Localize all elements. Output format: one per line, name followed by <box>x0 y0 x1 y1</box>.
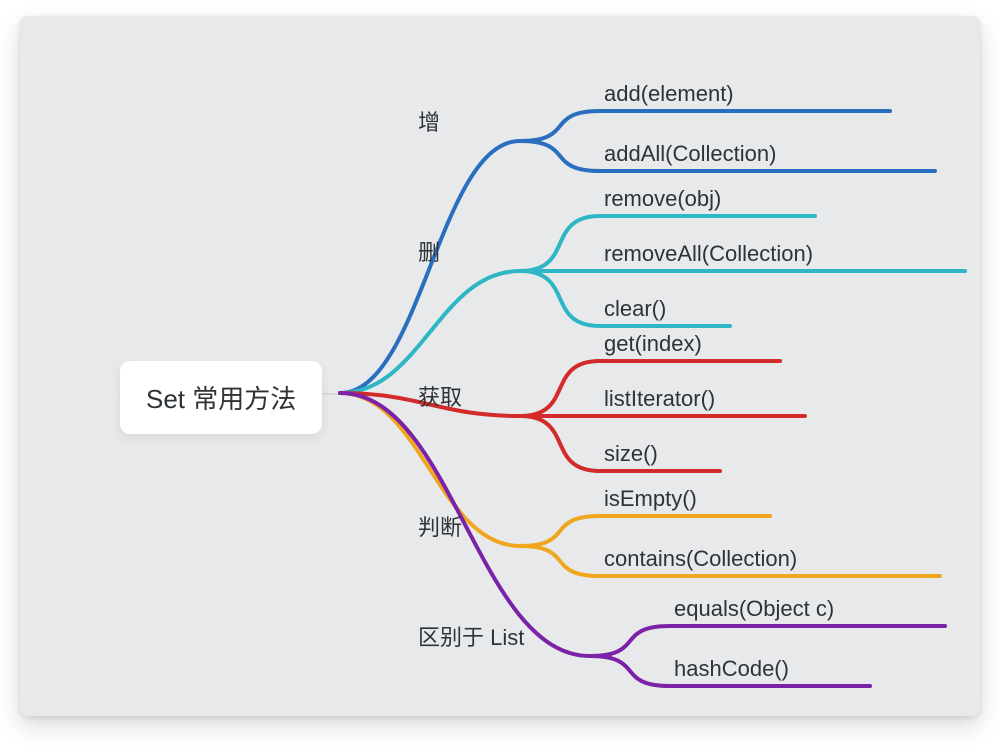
root-label: Set 常用方法 <box>146 384 296 414</box>
category-label-text: 删 <box>418 240 440 265</box>
leaf-label-text: contains(Collection) <box>604 546 797 571</box>
leaf-label-text: addAll(Collection) <box>604 141 776 166</box>
category-label-text: 区别于 List <box>418 625 524 650</box>
leaf-label: isEmpty() <box>604 486 697 512</box>
category-label-text: 增 <box>418 110 440 135</box>
leaf-label-text: isEmpty() <box>604 486 697 511</box>
leaf-label-text: clear() <box>604 296 666 321</box>
category-label-remove: 删 <box>418 235 440 267</box>
root-node: Set 常用方法 <box>120 361 322 434</box>
leaf-label: addAll(Collection) <box>604 141 776 167</box>
leaf-label-text: equals(Object c) <box>674 596 834 621</box>
category-label-check: 判断 <box>418 510 462 542</box>
leaf-label: get(index) <box>604 331 702 357</box>
leaf-label: equals(Object c) <box>674 596 834 622</box>
leaf-label-text: size() <box>604 441 658 466</box>
leaf-label: removeAll(Collection) <box>604 241 813 267</box>
category-label-diff: 区别于 List <box>418 620 524 652</box>
leaf-label: size() <box>604 441 658 467</box>
leaf-label-text: add(element) <box>604 81 734 106</box>
category-label-add: 增 <box>418 105 440 137</box>
leaf-label: contains(Collection) <box>604 546 797 572</box>
leaf-label: listIterator() <box>604 386 715 412</box>
leaf-label-text: removeAll(Collection) <box>604 241 813 266</box>
leaf-label-text: hashCode() <box>674 656 789 681</box>
leaf-label: remove(obj) <box>604 186 721 212</box>
category-label-get: 获取 <box>418 380 462 412</box>
leaf-label-text: remove(obj) <box>604 186 721 211</box>
leaf-label: clear() <box>604 296 666 322</box>
leaf-label-text: get(index) <box>604 331 702 356</box>
leaf-label: hashCode() <box>674 656 789 682</box>
mindmap-canvas: Set 常用方法 增 add(element) addAll(Collection)… <box>20 16 980 716</box>
leaf-label: add(element) <box>604 81 734 107</box>
category-label-text: 判断 <box>418 515 462 540</box>
category-label-text: 获取 <box>418 385 462 410</box>
leaf-label-text: listIterator() <box>604 386 715 411</box>
